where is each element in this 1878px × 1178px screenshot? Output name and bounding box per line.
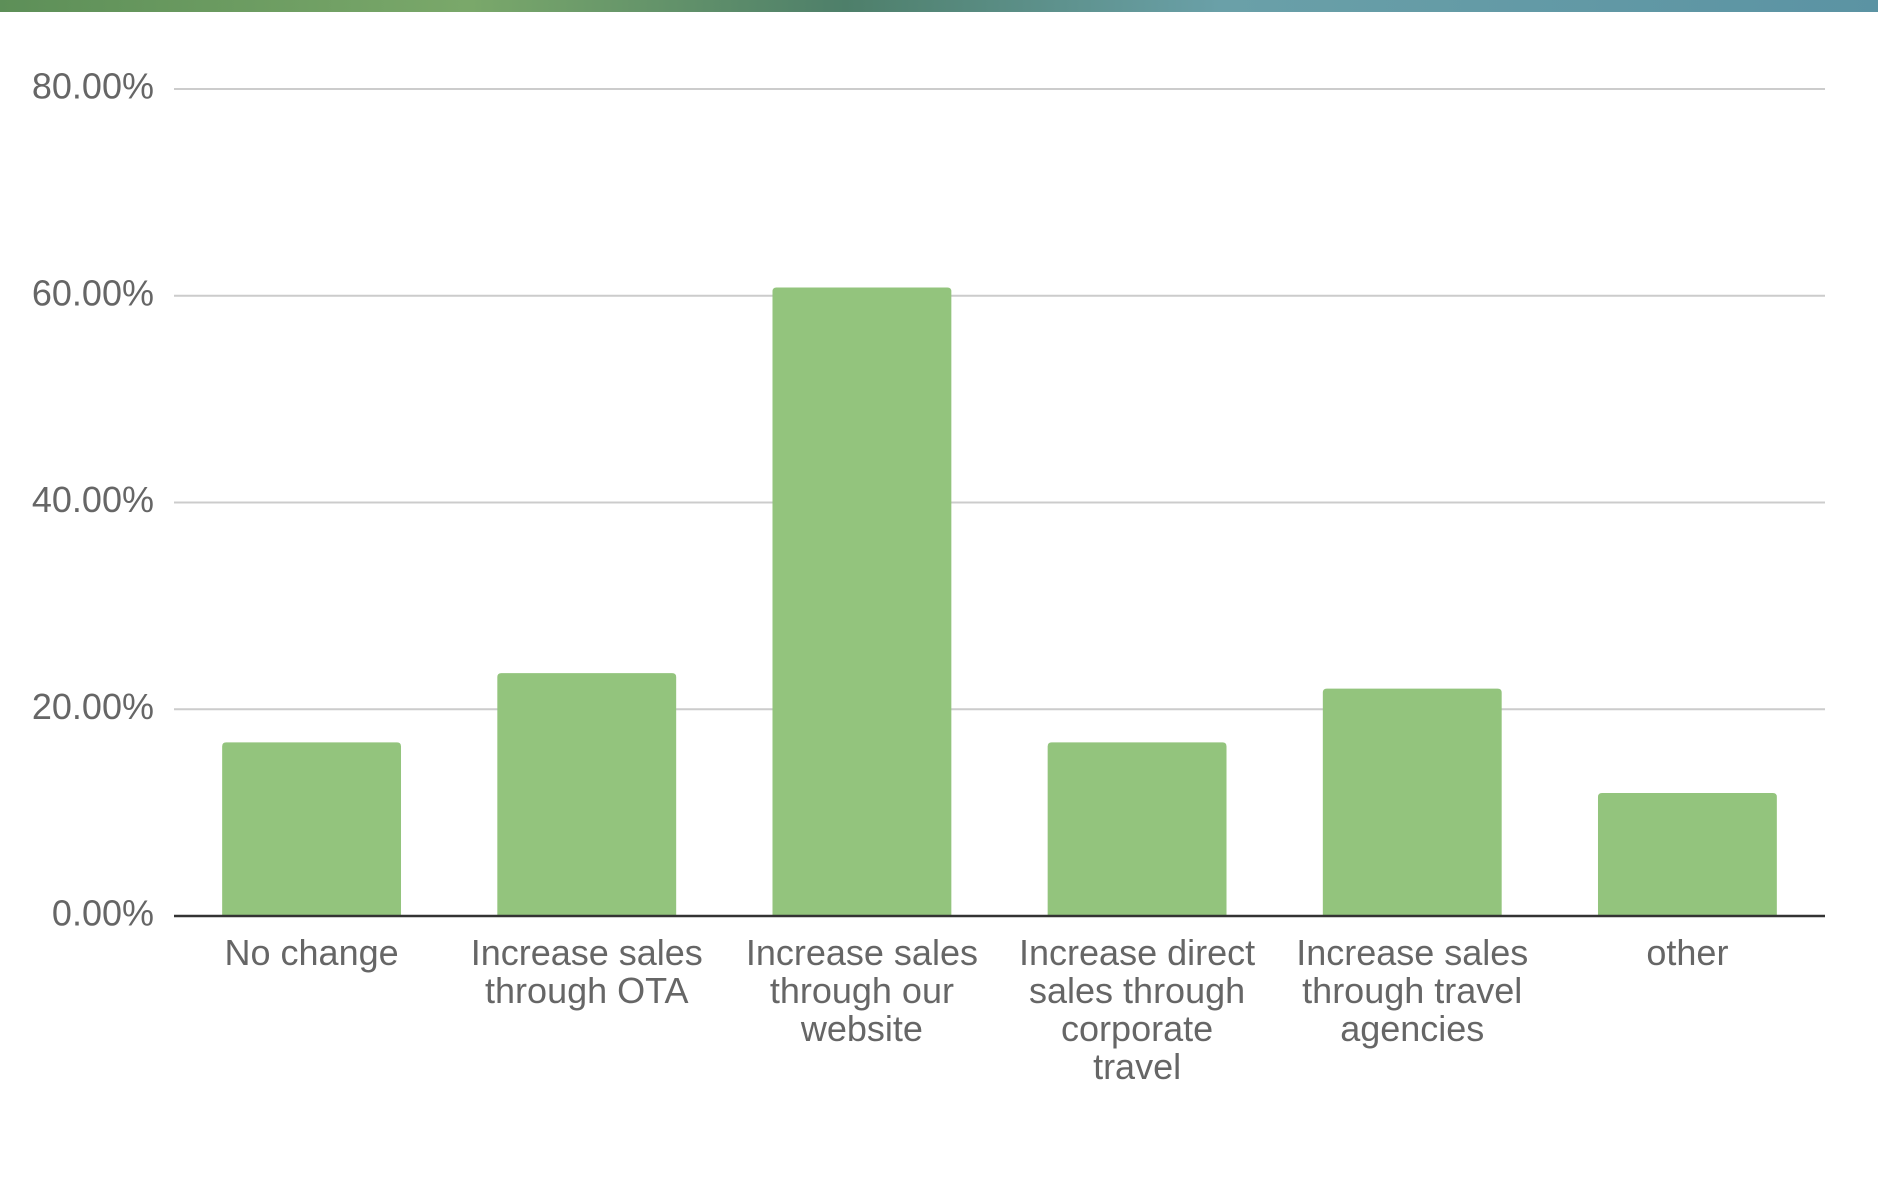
bar bbox=[1323, 689, 1502, 916]
bar bbox=[222, 742, 401, 916]
bar bbox=[497, 673, 676, 916]
y-tick-label: 80.00% bbox=[32, 66, 154, 107]
x-tick-label: Increase sales through OTA bbox=[462, 934, 712, 1010]
bar bbox=[1598, 793, 1777, 916]
y-tick-label: 0.00% bbox=[52, 893, 154, 934]
x-tick-label: Increase sales through our website bbox=[737, 934, 987, 1048]
x-tick-label: Increase sales through travel agencies bbox=[1287, 934, 1537, 1048]
x-tick-label: Increase direct sales through corporate … bbox=[1012, 934, 1262, 1086]
bar bbox=[1048, 742, 1227, 916]
bar bbox=[772, 287, 951, 916]
y-tick-label: 40.00% bbox=[32, 479, 154, 520]
x-tick-label: other bbox=[1562, 934, 1812, 972]
y-tick-label: 20.00% bbox=[32, 686, 154, 727]
y-tick-label: 60.00% bbox=[32, 272, 154, 313]
x-tick-label: No change bbox=[187, 934, 437, 972]
page: 0.00% 20.00% 40.00% 60.00% 80.00% No change I… bbox=[0, 0, 1878, 1178]
